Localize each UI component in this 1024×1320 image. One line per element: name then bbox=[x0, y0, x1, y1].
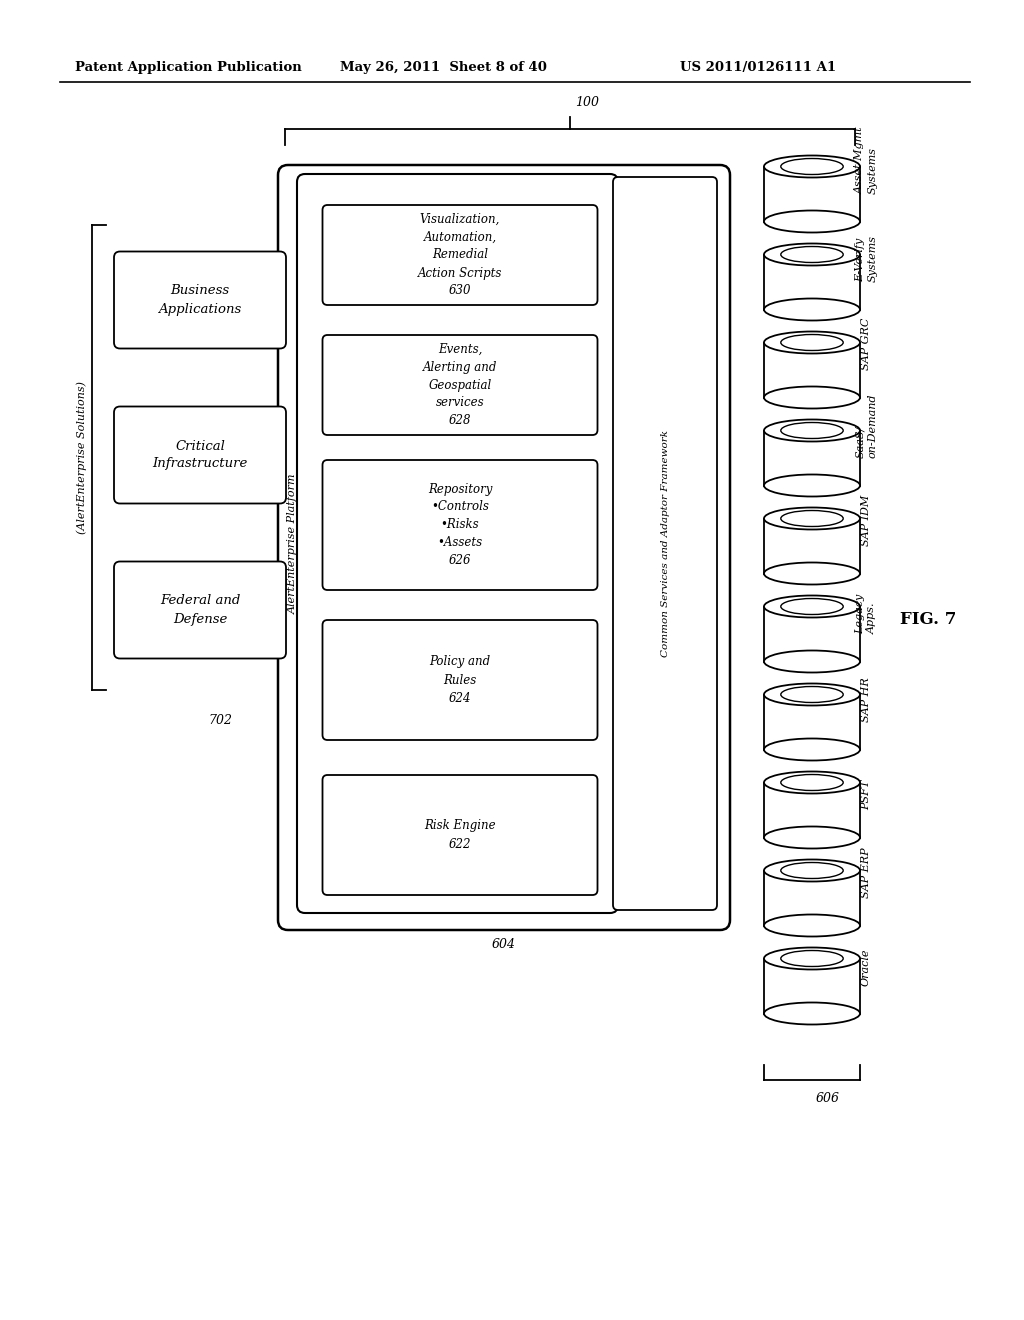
Bar bbox=[764, 606, 860, 661]
Text: FIG. 7: FIG. 7 bbox=[900, 611, 956, 628]
Bar bbox=[764, 694, 860, 750]
Ellipse shape bbox=[764, 684, 860, 705]
Ellipse shape bbox=[764, 474, 860, 496]
FancyBboxPatch shape bbox=[114, 561, 286, 659]
Ellipse shape bbox=[764, 915, 860, 936]
Bar bbox=[764, 519, 860, 573]
Ellipse shape bbox=[764, 562, 860, 585]
Text: SAP GRC: SAP GRC bbox=[861, 318, 871, 370]
Ellipse shape bbox=[764, 948, 860, 969]
Text: May 26, 2011  Sheet 8 of 40: May 26, 2011 Sheet 8 of 40 bbox=[340, 62, 547, 74]
Ellipse shape bbox=[764, 420, 860, 441]
Ellipse shape bbox=[764, 298, 860, 321]
Ellipse shape bbox=[780, 862, 843, 879]
Text: Asset Mgmt
Systems: Asset Mgmt Systems bbox=[855, 127, 878, 194]
Ellipse shape bbox=[764, 331, 860, 354]
Text: US 2011/0126111 A1: US 2011/0126111 A1 bbox=[680, 62, 837, 74]
Text: SAP HR: SAP HR bbox=[861, 677, 871, 722]
Text: Business
Applications: Business Applications bbox=[159, 285, 242, 315]
Text: (AlertEnterprise Solutions): (AlertEnterprise Solutions) bbox=[77, 381, 87, 535]
Text: SAP ERP: SAP ERP bbox=[861, 847, 871, 898]
Ellipse shape bbox=[780, 775, 843, 791]
Text: SaaS/
on-Demand: SaaS/ on-Demand bbox=[855, 393, 878, 458]
Ellipse shape bbox=[780, 422, 843, 438]
Text: AlertEnterprise Platform: AlertEnterprise Platform bbox=[288, 474, 298, 614]
Text: Risk Engine
622: Risk Engine 622 bbox=[424, 820, 496, 850]
FancyBboxPatch shape bbox=[114, 252, 286, 348]
FancyBboxPatch shape bbox=[323, 620, 597, 741]
Ellipse shape bbox=[780, 511, 843, 527]
FancyBboxPatch shape bbox=[323, 775, 597, 895]
Ellipse shape bbox=[764, 156, 860, 177]
Ellipse shape bbox=[764, 595, 860, 618]
Text: Federal and
Defense: Federal and Defense bbox=[160, 594, 241, 626]
Ellipse shape bbox=[780, 686, 843, 702]
Text: PSFT: PSFT bbox=[861, 780, 871, 810]
FancyBboxPatch shape bbox=[323, 459, 597, 590]
Ellipse shape bbox=[764, 1002, 860, 1024]
Ellipse shape bbox=[764, 826, 860, 849]
Bar bbox=[764, 166, 860, 222]
Text: Events,
Alerting and
Geospatial
services
628: Events, Alerting and Geospatial services… bbox=[423, 342, 498, 428]
Bar bbox=[764, 958, 860, 1014]
Ellipse shape bbox=[780, 158, 843, 174]
Ellipse shape bbox=[764, 738, 860, 760]
Ellipse shape bbox=[764, 507, 860, 529]
Ellipse shape bbox=[764, 651, 860, 672]
Text: Visualization,
Automation,
Remedial
Action Scripts
630: Visualization, Automation, Remedial Acti… bbox=[418, 213, 502, 297]
Ellipse shape bbox=[780, 247, 843, 263]
Ellipse shape bbox=[764, 210, 860, 232]
Text: Oracle: Oracle bbox=[861, 949, 871, 986]
Ellipse shape bbox=[780, 598, 843, 615]
Bar bbox=[764, 255, 860, 309]
Ellipse shape bbox=[764, 387, 860, 408]
Ellipse shape bbox=[764, 771, 860, 793]
Ellipse shape bbox=[780, 334, 843, 351]
Bar bbox=[764, 783, 860, 837]
FancyBboxPatch shape bbox=[297, 174, 618, 913]
Text: Repository
•Controls
•Risks
•Assets
626: Repository •Controls •Risks •Assets 626 bbox=[428, 483, 493, 568]
Ellipse shape bbox=[764, 243, 860, 265]
Text: 604: 604 bbox=[492, 939, 516, 952]
Text: Patent Application Publication: Patent Application Publication bbox=[75, 62, 302, 74]
Text: Common Services and Adaptor Framework: Common Services and Adaptor Framework bbox=[660, 430, 670, 657]
FancyBboxPatch shape bbox=[323, 205, 597, 305]
Text: Legacy
Apps.: Legacy Apps. bbox=[855, 594, 878, 634]
FancyBboxPatch shape bbox=[323, 335, 597, 436]
Ellipse shape bbox=[764, 859, 860, 882]
Text: Critical
Infrastructure: Critical Infrastructure bbox=[153, 440, 248, 470]
FancyBboxPatch shape bbox=[613, 177, 717, 909]
Text: SAP IDM: SAP IDM bbox=[861, 495, 871, 546]
FancyBboxPatch shape bbox=[114, 407, 286, 503]
Bar bbox=[764, 870, 860, 925]
Ellipse shape bbox=[780, 950, 843, 966]
Text: 606: 606 bbox=[816, 1092, 840, 1105]
Text: 100: 100 bbox=[575, 96, 599, 110]
Bar bbox=[764, 342, 860, 397]
FancyBboxPatch shape bbox=[278, 165, 730, 931]
Text: E-Verify
Systems: E-Verify Systems bbox=[855, 235, 878, 282]
Text: 702: 702 bbox=[208, 714, 232, 726]
Text: Policy and
Rules
624: Policy and Rules 624 bbox=[429, 656, 490, 705]
Bar bbox=[764, 430, 860, 486]
